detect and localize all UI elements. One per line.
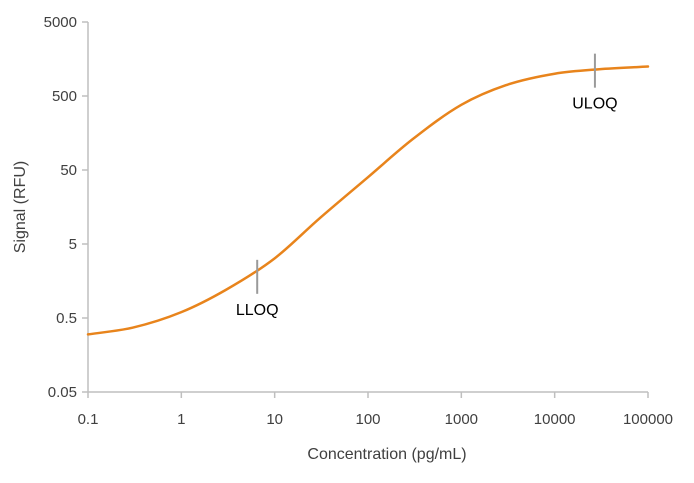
y-axis-title: Signal (RFU): [12, 161, 29, 253]
series-layer: [86, 65, 650, 336]
axes: 0.05 0.5 5 50 500 5000 0.1 1 10 100 1000 10000 10000…: [44, 14, 673, 428]
x-tick-label: 100: [355, 411, 380, 428]
y-tick-label: 500: [52, 88, 77, 105]
x-tick-label: 10: [266, 411, 283, 428]
lloq-label: LLOQ: [236, 302, 279, 319]
annotation-layer: LLOQ ULOQ: [236, 53, 618, 319]
y-tick-label: 5000: [44, 14, 77, 31]
x-axis-title: Concentration (pg/mL): [307, 446, 466, 463]
x-tick-label: 1000: [445, 411, 478, 428]
series-line: [86, 65, 650, 336]
y-tick-label: 5: [69, 236, 77, 253]
y-tick-label: 0.5: [56, 310, 77, 327]
x-tick-label: 0.1: [78, 411, 99, 428]
x-tick-label: 10000: [534, 411, 576, 428]
x-tick-label: 1: [177, 411, 185, 428]
uloq-label: ULOQ: [572, 96, 617, 113]
y-tick-label: 50: [60, 162, 77, 179]
x-tick-label: 100000: [623, 411, 673, 428]
y-tick-label: 0.05: [48, 384, 77, 401]
